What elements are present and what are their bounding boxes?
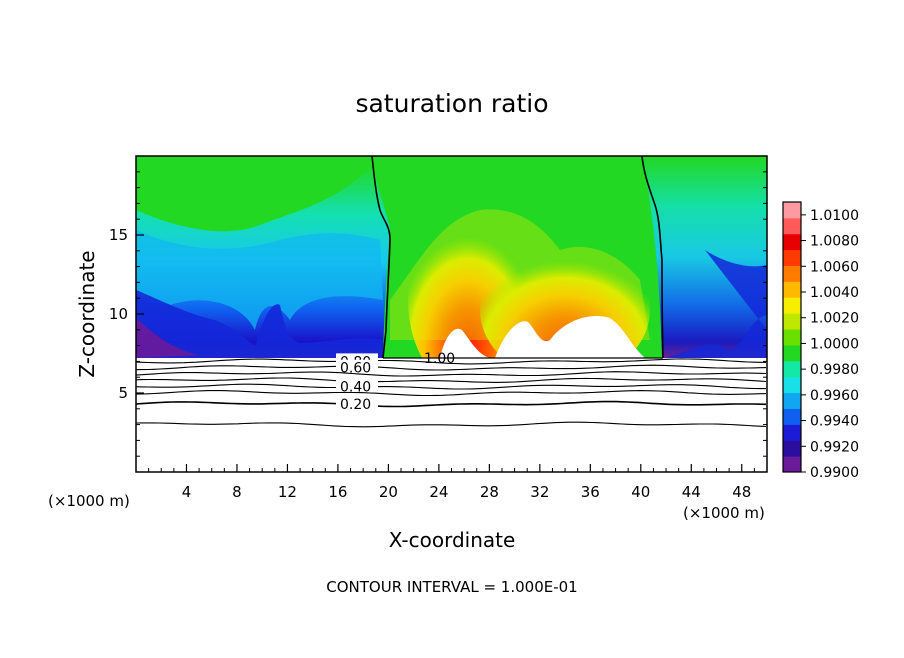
x-tick-label: 8 [232,483,242,501]
x-axis: 4 8 12 16 20 24 28 32 36 40 44 48 [148,464,755,501]
colorbar-swatch [783,233,801,251]
colorbar-swatch [783,456,801,473]
colorbar-swatch [783,344,801,362]
colorbar-tick-label: 1.0040 [810,285,859,301]
colorbar-tick-label: 0.9920 [810,439,859,455]
x-tick-label: 12 [278,483,297,501]
contour-label-bg [336,378,378,393]
x-tick-label: 32 [530,483,549,501]
colorbar-swatch [783,313,801,330]
colorbar-swatch [783,265,801,282]
x-tick-label: 44 [682,483,701,501]
x-unit-right: (×1000 m) [683,504,765,522]
contour-line [135,400,767,408]
contour-line [135,383,766,390]
colorbar-tick-label: 0.9960 [810,388,859,404]
field-left-purple [136,318,200,358]
colorbar-tick-label: 1.0000 [810,336,859,352]
colorbar-tick-label: 0.9980 [810,362,859,378]
chart-title: saturation ratio [355,89,548,118]
x-axis-title: X-coordinate [389,528,516,552]
contour-1-left [371,155,391,359]
field-white-hole-1 [440,328,490,358]
field-left-cyan [136,230,383,330]
x-tick-label: 16 [328,483,347,501]
x-tick-label: 40 [631,483,650,501]
colorbar-tick-label: 1.0100 [810,208,859,224]
y-tick-label: 5 [118,384,128,402]
below-cloud-contours: 0.800.600.400.20 [135,353,767,428]
colorbar-swatch [783,202,801,219]
colorbar-tick-label: 1.0080 [810,234,859,250]
y-axis: 5 10 15 [109,171,767,457]
field-right-subsaturated [642,156,767,358]
saturation-field [136,156,767,472]
contour-label-bg [336,359,378,374]
contour-line [135,377,767,383]
contour-1-right [641,155,664,359]
contour-line [135,371,767,377]
field-left-deep-blue [136,290,383,358]
contour-label: 0.20 [340,397,371,413]
colorbar-swatch [783,424,801,441]
x-tick-label: 24 [429,483,448,501]
colorbar-tick-label: 0.9900 [810,465,859,481]
colorbar-tick-label: 1.0060 [810,259,859,275]
field-yellow-band [390,209,650,340]
colorbar-swatch [783,392,801,409]
colorbar-swatch [783,360,801,378]
contour-line [135,390,767,397]
contour-line [135,421,767,428]
y-tick-label: 15 [109,226,128,244]
contour-label-bg [336,396,378,411]
colorbar-swatch [783,329,801,346]
x-tick-label: 36 [581,483,600,501]
x-tick-label: 28 [480,483,499,501]
colorbar-swatch [783,376,801,394]
field-white-hole-2 [495,316,645,358]
colorbar-swatch [783,297,801,314]
contour-label: 0.40 [340,380,371,396]
colorbar-swatch [783,281,801,298]
y-axis-title: Z-coordinate [75,250,99,377]
contour-line [135,358,767,365]
y-tick-label: 10 [109,305,128,323]
colorbar: 0.9900 0.9920 0.9940 0.9960 0.9980 1.0000 1.00… [782,201,859,481]
field-below-cloud [136,358,767,472]
colorbar-swatch [783,408,801,425]
field-right-deep-blue [665,250,767,358]
colorbar-swatch [783,249,801,267]
x-tick-label: 4 [182,483,192,501]
colorbar-tick-label: 1.0020 [810,311,859,327]
x-tick-label: 20 [379,483,398,501]
colorbar-swatch [783,440,801,457]
x-unit-left: (×1000 m) [48,492,130,510]
x-tick-label: 48 [732,483,751,501]
contour-interval-note: CONTOUR INTERVAL = 1.000E-01 [326,578,577,596]
contour-line [135,364,767,371]
colorbar-frame [782,201,802,473]
colorbar-tick-label: 0.9940 [810,414,859,430]
contour-label-1-00: 1.00 [424,351,455,367]
colorbar-swatch [783,217,801,235]
